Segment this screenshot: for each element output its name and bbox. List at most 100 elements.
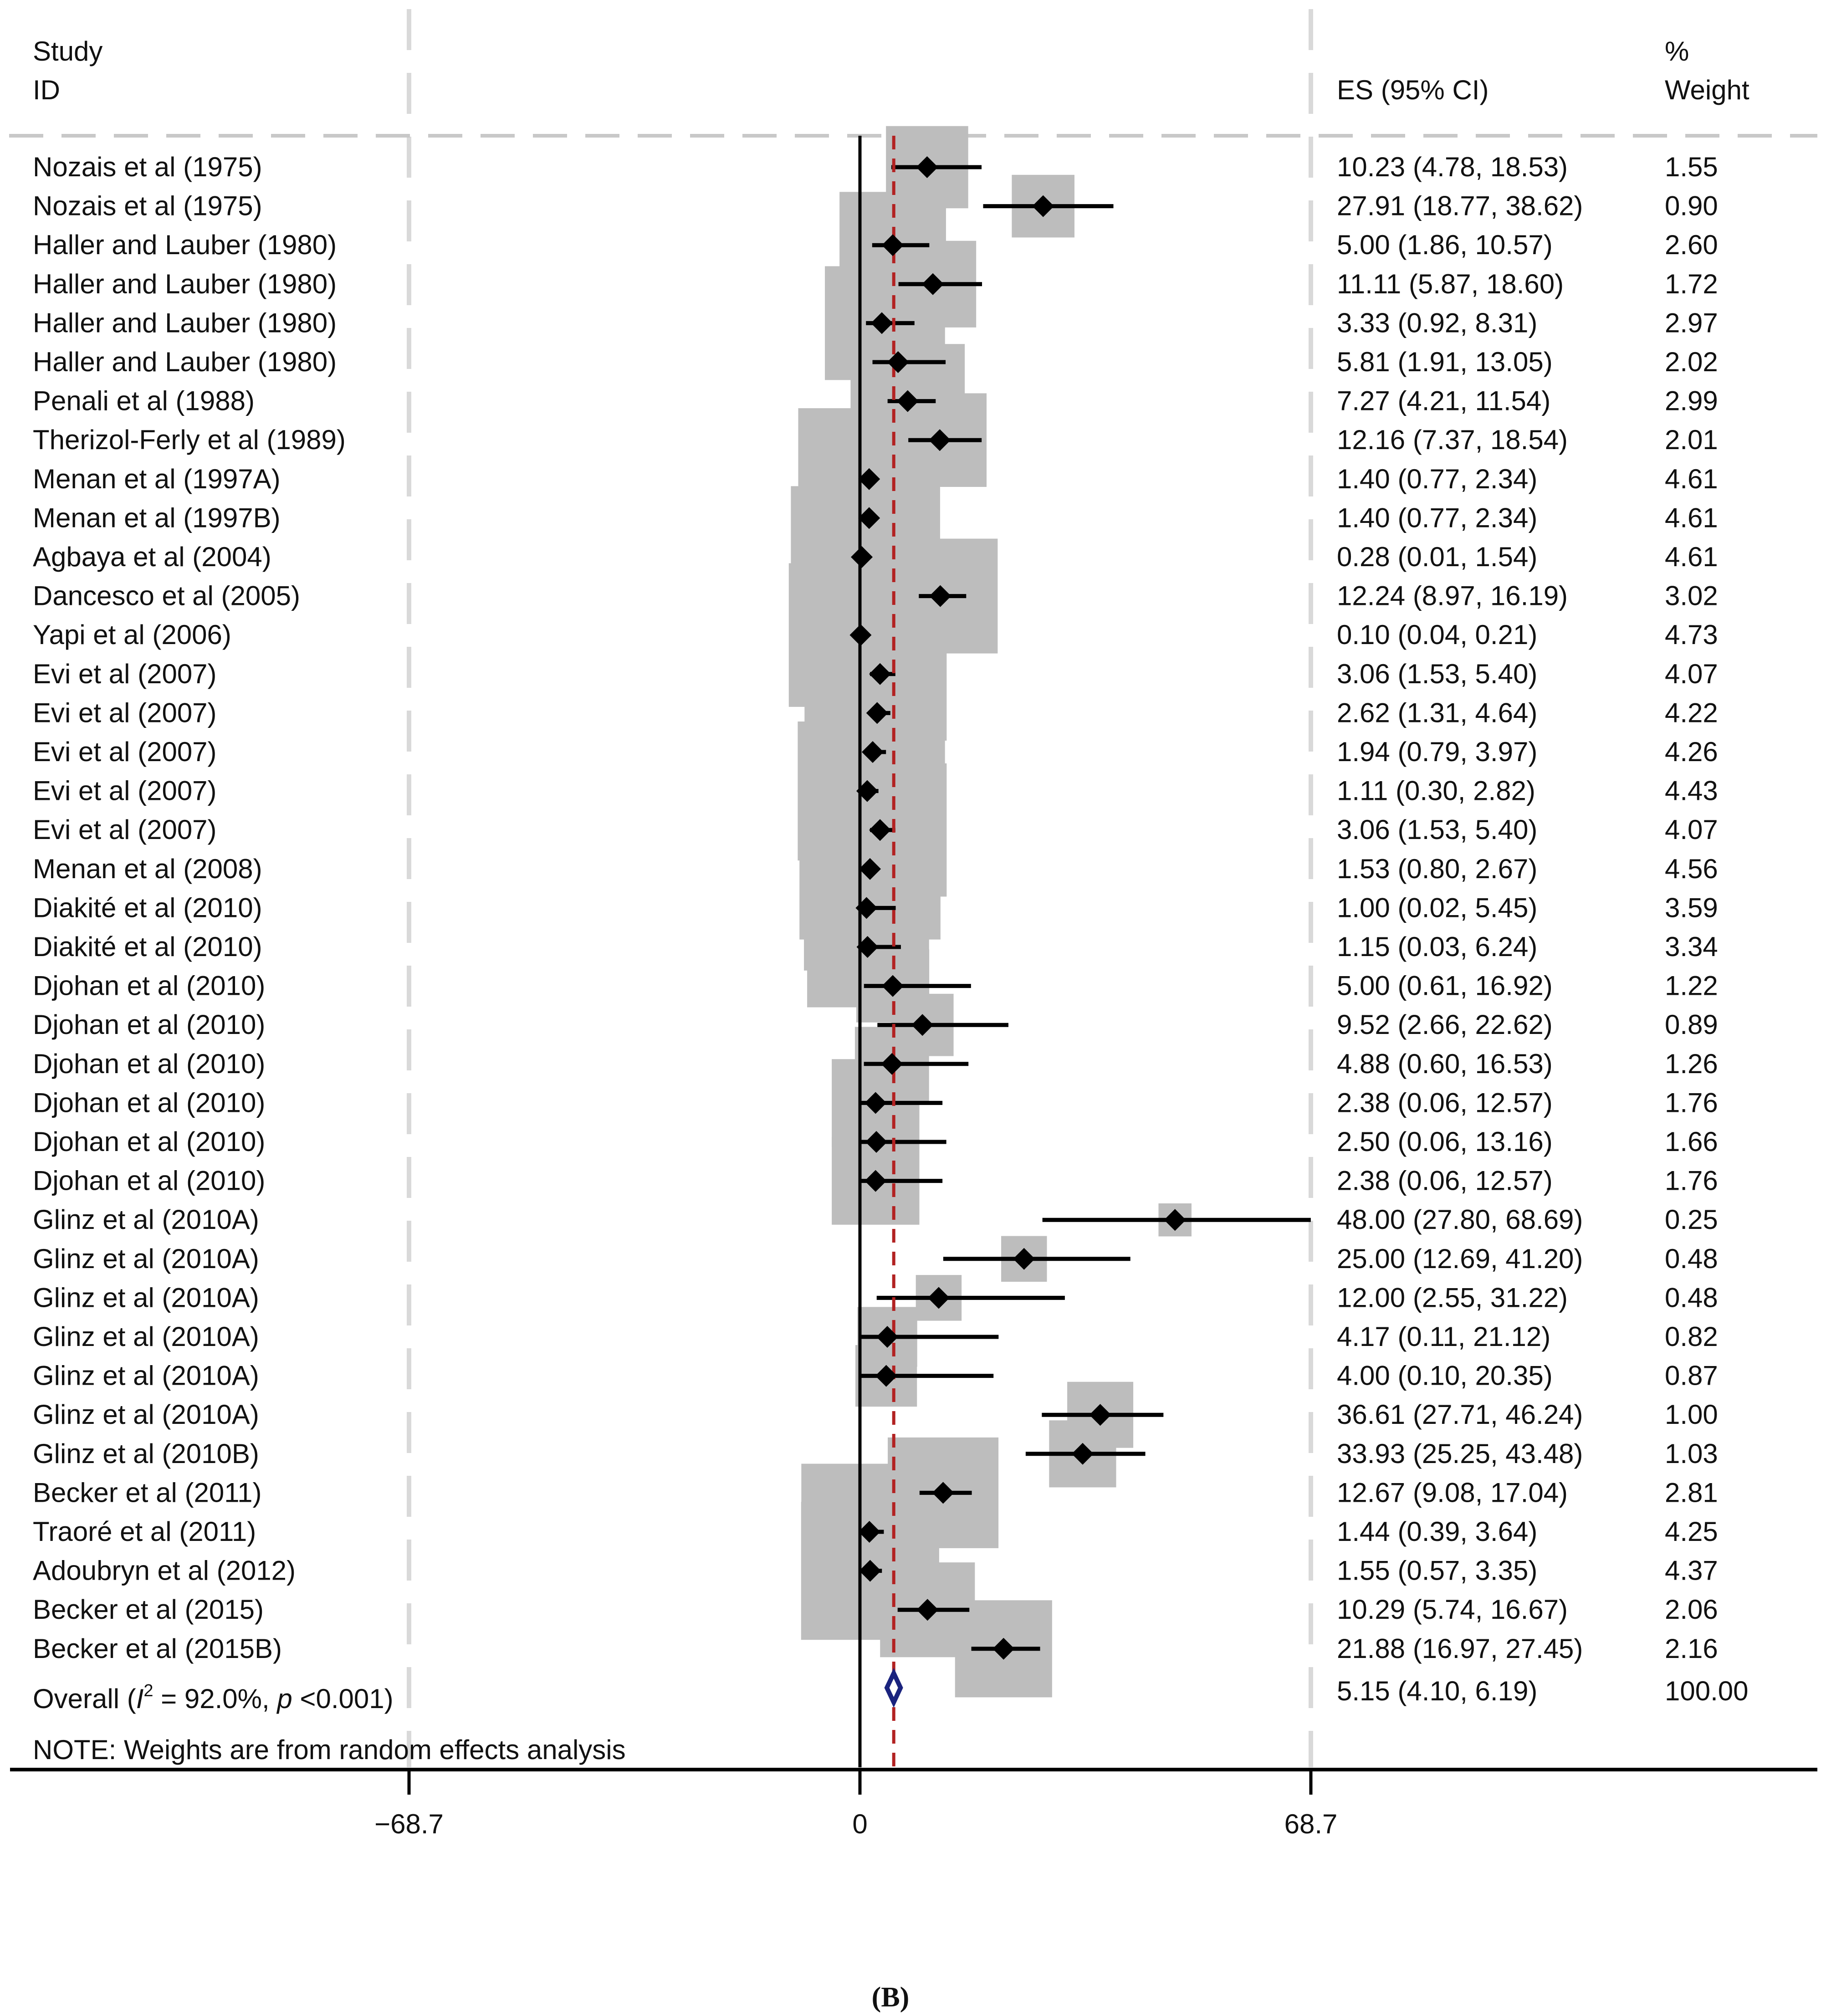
effect-size-text: 27.91 (18.77, 38.62)	[1337, 191, 1583, 221]
effect-size-text: 5.00 (0.61, 16.92)	[1337, 971, 1553, 1001]
overall-weight-value: 100.00	[1665, 1676, 1749, 1706]
panel-caption: (B)	[872, 1982, 910, 2013]
point-estimate	[870, 312, 893, 334]
weight-text: 2.02	[1665, 347, 1718, 377]
effect-size-text: 11.11 (5.87, 18.60)	[1337, 269, 1564, 299]
study-name: Menan et al (1997B)	[33, 502, 281, 533]
weight-text: 2.06	[1665, 1594, 1718, 1625]
x-tick-label: 0	[852, 1809, 867, 1839]
point-estimate	[856, 936, 879, 958]
point-estimate	[859, 858, 881, 880]
effect-size-text: 33.93 (25.25, 43.48)	[1337, 1438, 1583, 1469]
weight-text: 2.60	[1665, 230, 1718, 260]
study-name: Becker et al (2015)	[33, 1594, 264, 1625]
point-estimate	[859, 1560, 881, 1582]
study-name: Djohan et al (2010)	[33, 1087, 265, 1118]
weight-text: 2.97	[1665, 307, 1718, 338]
weight-text: 4.37	[1665, 1555, 1718, 1586]
study-name: Glinz et al (2010A)	[33, 1361, 259, 1391]
effect-size-text: 1.40 (0.77, 2.34)	[1337, 464, 1537, 494]
study-name: Menan et al (1997A)	[33, 464, 281, 494]
point-estimate	[1013, 1248, 1035, 1270]
point-estimate	[927, 1287, 950, 1309]
point-estimate	[881, 1053, 903, 1075]
effect-size-text: 1.94 (0.79, 3.97)	[1337, 737, 1537, 767]
weight-header-line1: %	[1665, 36, 1689, 67]
study-header-line1: Study	[33, 36, 102, 67]
study-name: Glinz et al (2010A)	[33, 1282, 259, 1313]
study-name: Adoubryn et al (2012)	[33, 1555, 296, 1586]
weight-values: 1.55 0.90 2.60 1.72 2.97 2.02 2.99 2.01 4.61 4.61…	[1665, 152, 1718, 1664]
weight-text: 0.25	[1665, 1204, 1718, 1235]
study-name: Diakité et al (2010)	[33, 931, 262, 962]
point-estimate	[866, 702, 888, 724]
weight-text: 1.76	[1665, 1087, 1718, 1118]
effect-size-text: 7.27 (4.21, 11.54)	[1337, 386, 1550, 416]
weight-text: 1.22	[1665, 971, 1718, 1001]
point-estimate	[922, 273, 944, 295]
weight-header-line2: Weight	[1665, 75, 1749, 105]
weights-note: NOTE: Weights are from random effects an…	[33, 1735, 626, 1765]
effect-size-text: 1.40 (0.77, 2.34)	[1337, 502, 1537, 533]
study-name: Djohan et al (2010)	[33, 971, 265, 1001]
study-name: Nozais et al (1975)	[33, 152, 262, 182]
study-name: Evi et al (2007)	[33, 814, 217, 845]
weight-text: 1.03	[1665, 1438, 1718, 1469]
effect-size-text: 1.55 (0.57, 3.35)	[1337, 1555, 1537, 1586]
study-name: Glinz et al (2010A)	[33, 1204, 259, 1235]
study-name: Therizol-Ferly et al (1989)	[33, 425, 346, 455]
study-name: Haller and Lauber (1980)	[33, 307, 337, 338]
study-name: Glinz et al (2010A)	[33, 1321, 259, 1352]
x-axis-ticks: −68.7 0 68.7	[374, 1770, 1337, 1839]
point-estimate	[858, 468, 880, 490]
effect-size-text: 12.24 (8.97, 16.19)	[1337, 581, 1568, 611]
effect-size-text: 21.88 (16.97, 27.45)	[1337, 1633, 1583, 1664]
weight-boxes	[788, 126, 1192, 1698]
point-estimate	[869, 663, 891, 685]
study-name: Djohan et al (2010)	[33, 1126, 265, 1157]
weight-text: 0.82	[1665, 1321, 1718, 1352]
study-name: Evi et al (2007)	[33, 737, 217, 767]
effect-size-text: 48.00 (27.80, 68.69)	[1337, 1204, 1583, 1235]
point-estimate	[864, 1092, 887, 1114]
point-estimate	[911, 1014, 934, 1036]
effect-size-text: 10.23 (4.78, 18.53)	[1337, 152, 1568, 182]
weight-text: 1.00	[1665, 1399, 1718, 1430]
study-name: Glinz et al (2010B)	[33, 1438, 259, 1469]
effect-size-text: 5.81 (1.91, 13.05)	[1337, 347, 1553, 377]
point-estimate	[887, 351, 909, 373]
study-name: Nozais et al (1975)	[33, 191, 262, 221]
point-estimate	[858, 507, 880, 529]
point-estimate	[896, 390, 919, 412]
point-estimate	[929, 429, 951, 451]
effect-size-text: 1.11 (0.30, 2.82)	[1337, 776, 1535, 806]
point-estimate	[865, 1131, 888, 1153]
study-name: Evi et al (2007)	[33, 659, 217, 689]
effect-size-text: 3.06 (1.53, 5.40)	[1337, 659, 1537, 689]
weight-text: 1.55	[1665, 152, 1718, 182]
study-name: Evi et al (2007)	[33, 776, 217, 806]
point-estimate	[1089, 1404, 1111, 1426]
point-estimate	[875, 1365, 897, 1387]
x-tick-label: −68.7	[374, 1809, 444, 1839]
study-name: Agbaya et al (2004)	[33, 542, 271, 572]
weight-text: 0.90	[1665, 191, 1718, 221]
weight-text: 0.89	[1665, 1009, 1718, 1040]
study-name: Penali et al (1988)	[33, 386, 255, 416]
point-estimate	[916, 156, 938, 178]
point-estimate	[861, 741, 884, 763]
point-estimate	[858, 1521, 880, 1543]
effect-size-text: 12.16 (7.37, 18.54)	[1337, 425, 1568, 455]
effect-size-text: 1.44 (0.39, 3.64)	[1337, 1516, 1537, 1547]
weight-text: 0.48	[1665, 1282, 1718, 1313]
study-names: Nozais et al (1975) Nozais et al (1975) Ha…	[33, 152, 346, 1664]
overall-diamond	[884, 1668, 903, 1708]
study-name: Becker et al (2015B)	[33, 1633, 282, 1664]
overall-label: Overall (I2 = 92.0%, p <0.001)	[33, 1681, 394, 1714]
weight-text: 4.26	[1665, 737, 1718, 767]
weight-text: 2.99	[1665, 386, 1718, 416]
effect-size-values: 10.23 (4.78, 18.53) 27.91 (18.77, 38.62) 5…	[1337, 152, 1583, 1664]
study-header-line2: ID	[33, 75, 60, 105]
study-name: Traoré et al (2011)	[33, 1516, 256, 1547]
effect-size-text: 4.00 (0.10, 20.35)	[1337, 1361, 1553, 1391]
